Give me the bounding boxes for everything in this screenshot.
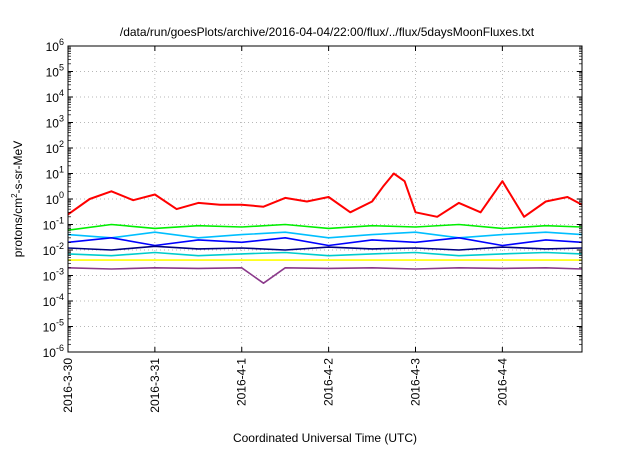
y-tick-label: 104 (46, 88, 64, 105)
y-tick-base: 10 (43, 270, 57, 284)
series-line-1 (67, 172, 583, 218)
y-tick-base: 10 (46, 193, 60, 207)
x-tick-label: 2016-3-30 (61, 358, 75, 413)
y-tick-exponent: 6 (59, 37, 64, 47)
series-line-6 (67, 251, 583, 257)
y-tick-label: 10-2 (43, 241, 64, 258)
y-tick-base: 10 (46, 91, 60, 105)
y-tick-label: 102 (46, 139, 64, 156)
y-tick-label: 10-1 (43, 216, 64, 233)
x-ticks: 2016-3-30 2016-3-31 2016-4-1 2016-4-2 2016-4… (61, 46, 509, 413)
series-line-8 (67, 266, 583, 285)
y-tick-base: 10 (46, 66, 60, 80)
x-tick-label: 2016-4-2 (322, 358, 336, 406)
series-layer (67, 172, 583, 285)
y-tick-label: 10-5 (43, 318, 64, 335)
y-axis-label-exponent: 2 (10, 193, 19, 198)
y-tick-exponent: 0 (59, 190, 64, 200)
y-tick-exponent: 2 (59, 139, 64, 149)
y-tick-exponent: -6 (56, 343, 64, 353)
x-axis-label: Coordinated Universal Time (UTC) (233, 431, 417, 445)
y-tick-exponent: -2 (56, 241, 64, 251)
y-tick-label: 10-4 (43, 292, 64, 309)
y-tick-exponent: 1 (59, 165, 64, 175)
series-line-3 (67, 231, 583, 239)
y-tick-label: 106 (46, 37, 64, 54)
y-tick-exponent: -3 (56, 267, 64, 277)
x-tick-label: 2016-3-31 (148, 358, 162, 413)
y-axis-label-base: protons/cm (11, 198, 25, 257)
y-axis-label: protons/cm2-s-sr-MeV (10, 141, 25, 257)
y-tick-label: 10-6 (43, 343, 64, 360)
y-tick-exponent: -1 (56, 216, 64, 226)
y-tick-exponent: -5 (56, 318, 64, 328)
x-tick-label: 2016-4-3 (408, 358, 422, 406)
series-line-5 (67, 245, 583, 251)
y-tick-base: 10 (46, 142, 60, 156)
y-tick-base: 10 (43, 295, 57, 309)
y-tick-base: 10 (46, 168, 60, 182)
y-tick-exponent: 5 (59, 63, 64, 73)
x-tick-label: 2016-4-4 (495, 358, 509, 406)
y-axis-label-rest: -s-sr-MeV (11, 141, 25, 194)
chart-title: /data/run/goesPlots/archive/2016-04-04/2… (120, 25, 535, 39)
y-tick-base: 10 (46, 40, 60, 54)
y-ticks: 10610510410310210110010-110-210-310-410-… (43, 37, 582, 360)
y-tick-label: 10-3 (43, 267, 64, 284)
y-tick-label: 100 (46, 190, 64, 207)
y-tick-base: 10 (43, 321, 57, 335)
y-tick-base: 10 (43, 244, 57, 258)
series-line-2 (67, 223, 583, 231)
y-tick-exponent: 3 (59, 114, 64, 124)
y-tick-exponent: 4 (59, 88, 64, 98)
y-tick-label: 105 (46, 63, 64, 80)
y-tick-base: 10 (43, 346, 57, 360)
y-tick-exponent: -4 (56, 292, 64, 302)
y-tick-base: 10 (46, 117, 60, 131)
grid-lines (68, 46, 582, 352)
y-tick-label: 101 (46, 165, 64, 182)
series-line-4 (67, 237, 583, 247)
y-tick-label: 103 (46, 114, 64, 131)
y-tick-base: 10 (43, 219, 57, 233)
x-tick-label: 2016-4-1 (235, 358, 249, 406)
